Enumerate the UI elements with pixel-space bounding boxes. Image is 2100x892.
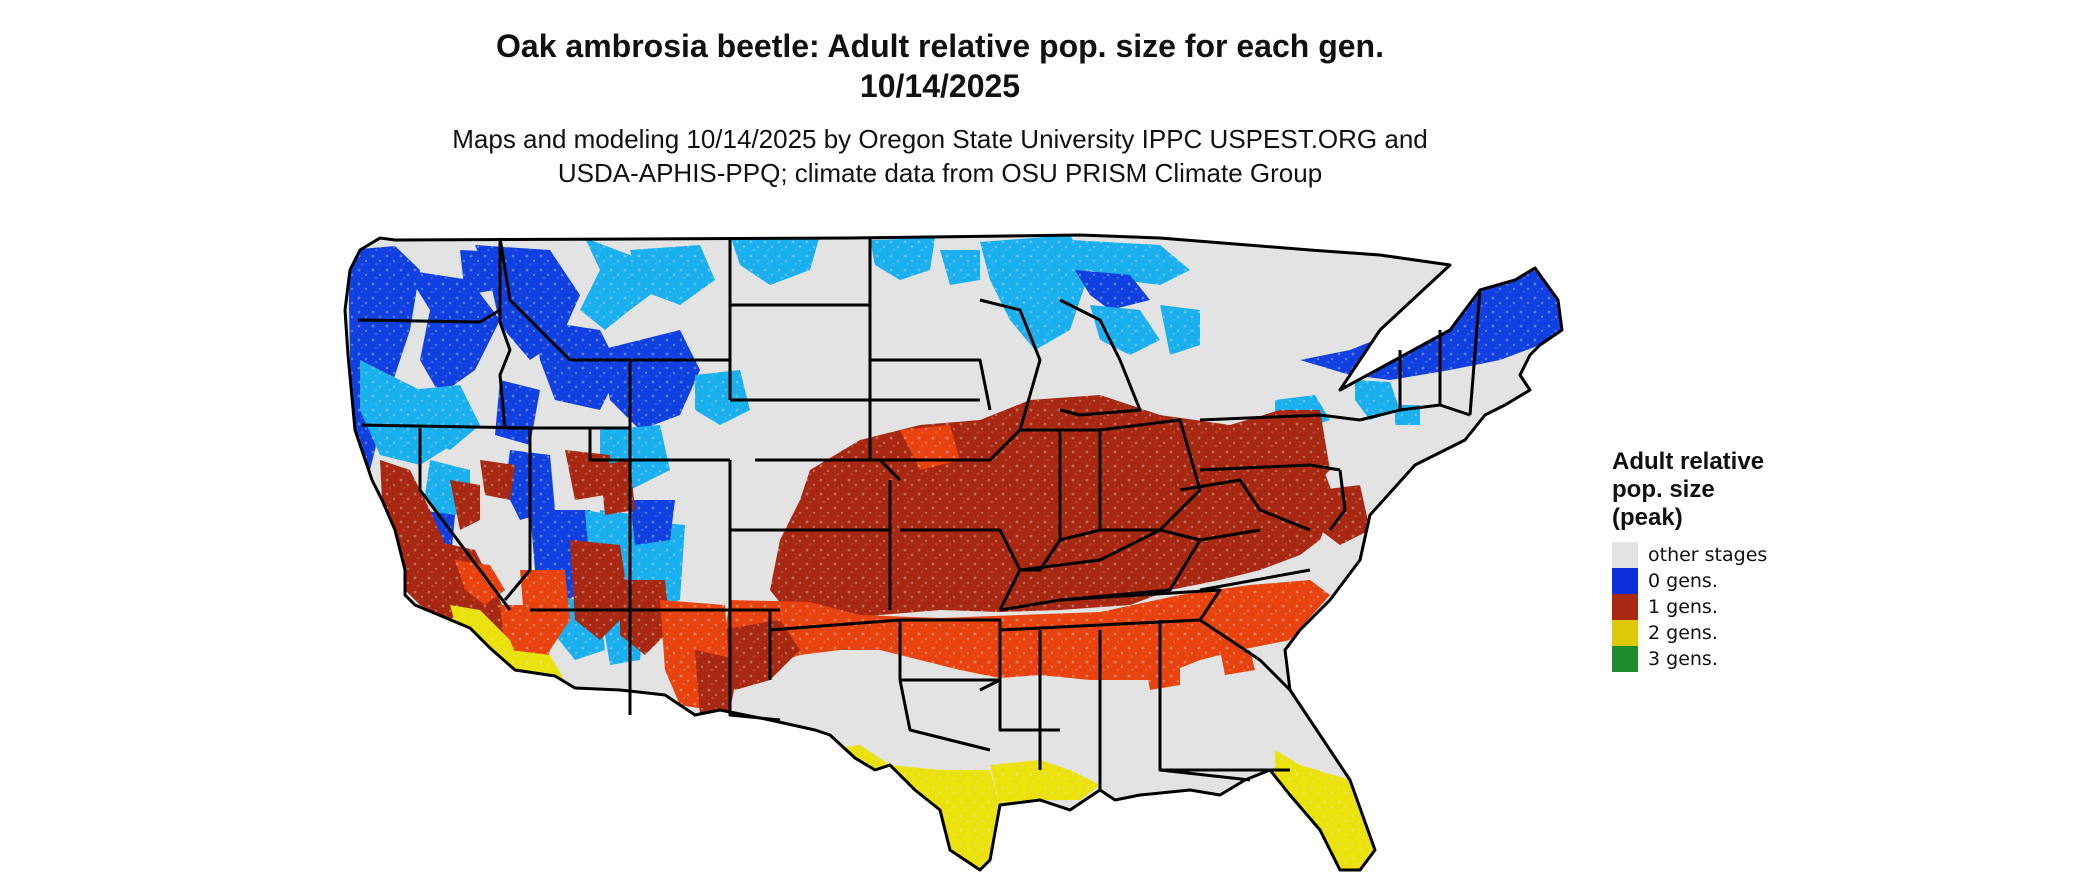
legend-swatch xyxy=(1612,542,1638,568)
legend-item-0-gens: 0 gens. xyxy=(1612,568,1832,594)
legend-label: 3 gens. xyxy=(1648,648,1718,670)
map-title-line1: Oak ambrosia beetle: Adult relative pop.… xyxy=(496,28,1384,64)
state-borders xyxy=(343,233,1564,872)
legend-label: 0 gens. xyxy=(1648,570,1718,592)
us-map-svg xyxy=(343,233,1564,872)
legend-swatch xyxy=(1612,646,1638,672)
map-title-date: 10/14/2025 xyxy=(859,68,1021,104)
legend-label: 1 gens. xyxy=(1648,596,1718,618)
legend-items: other stages 0 gens. 1 gens. 2 gens. 3 g… xyxy=(1612,542,1832,672)
legend-swatch xyxy=(1612,620,1638,646)
legend-title-line2: pop. size xyxy=(1612,476,1715,503)
legend-title-line1: Adult relative xyxy=(1612,448,1765,475)
legend-item-other-stages: other stages xyxy=(1612,542,1832,568)
legend-item-1-gens: 1 gens. xyxy=(1612,594,1832,620)
legend-item-2-gens: 2 gens. xyxy=(1612,620,1832,646)
legend-item-3-gens: 3 gens. xyxy=(1612,646,1832,672)
map-credit-line2: USDA-APHIS-PPQ; climate data from OSU PR… xyxy=(557,158,1323,188)
legend-swatch xyxy=(1612,568,1638,594)
us-map xyxy=(300,210,1600,890)
legend-swatch xyxy=(1612,594,1638,620)
legend-label: other stages xyxy=(1648,544,1768,566)
legend-title-line3: (peak) xyxy=(1612,504,1683,531)
legend-label: 2 gens. xyxy=(1648,622,1718,644)
map-legend: Adult relative pop. size (peak) other st… xyxy=(1612,448,1832,672)
map-credit-line1: Maps and modeling 10/14/2025 by Oregon S… xyxy=(452,124,1428,154)
